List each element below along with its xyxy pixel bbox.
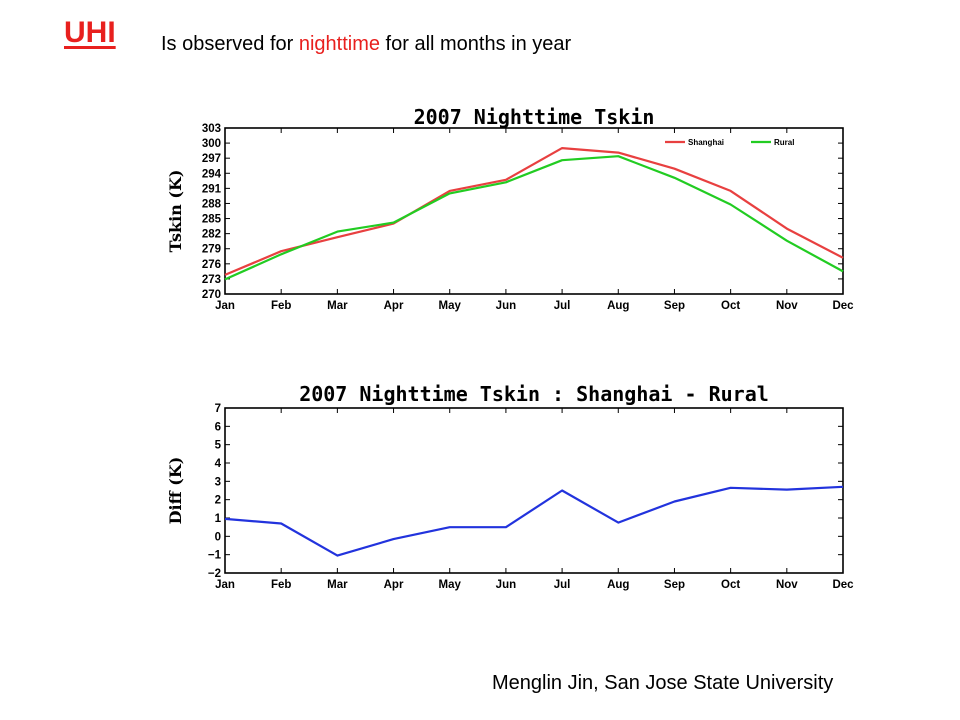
y-tick-label: 4 bbox=[215, 458, 222, 470]
x-tick-label: Jul bbox=[554, 579, 571, 591]
x-tick-label: Feb bbox=[271, 579, 291, 591]
series-line-diff bbox=[224, 485, 844, 557]
y-tick-label: 3 bbox=[215, 476, 221, 488]
y-tick-label: 0 bbox=[215, 531, 221, 543]
series-line-shanghai bbox=[224, 147, 844, 276]
y-tick-label: 285 bbox=[202, 214, 222, 226]
x-tick-label: Sep bbox=[664, 300, 685, 312]
x-tick-label: Apr bbox=[384, 579, 404, 591]
x-tick-label: Aug bbox=[607, 579, 629, 591]
y-tick-label: 300 bbox=[202, 138, 221, 150]
x-tick-label: Jan bbox=[215, 579, 235, 591]
x-tick-label: Jul bbox=[554, 300, 571, 312]
y-tick-label: 294 bbox=[202, 168, 222, 180]
subtitle-suffix: for all months in year bbox=[380, 33, 572, 55]
plot-frame bbox=[224, 407, 844, 574]
x-tick-label: Jun bbox=[496, 579, 516, 591]
subtitle-highlight: nighttime bbox=[298, 33, 380, 55]
y-tick-label: 291 bbox=[202, 183, 222, 195]
x-tick-label: Nov bbox=[776, 579, 798, 591]
x-tick-label: Oct bbox=[721, 300, 740, 312]
plot-frame bbox=[224, 127, 844, 295]
x-tick-label: May bbox=[439, 300, 462, 312]
y-axis-label: Diff (K) bbox=[166, 457, 185, 525]
y-tick-label: 270 bbox=[202, 289, 221, 301]
author-credit: Menglin Jin, San Jose State University bbox=[492, 672, 834, 694]
slide-subtitle: Is observed for nighttime for all months… bbox=[161, 33, 571, 56]
chart-title: 2007 Nighttime Tskin : Shanghai - Rural bbox=[299, 382, 769, 406]
chart-title: 2007 Nighttime Tskin bbox=[414, 105, 655, 129]
y-axis-label: Tskin (K) bbox=[166, 170, 185, 253]
y-tick-label: 1 bbox=[215, 513, 222, 525]
y-tick-label: 279 bbox=[202, 244, 221, 256]
x-tick-label: Jan bbox=[215, 300, 235, 312]
y-tick-label: 5 bbox=[215, 440, 222, 452]
y-tick-label: 6 bbox=[215, 421, 221, 433]
x-tick-label: Apr bbox=[384, 300, 404, 312]
x-tick-label: Aug bbox=[607, 300, 629, 312]
series-line-rural bbox=[224, 155, 844, 281]
y-tick-label: 273 bbox=[202, 274, 221, 286]
x-tick-label: Nov bbox=[776, 300, 798, 312]
y-tick-label: 303 bbox=[202, 123, 221, 135]
y-tick-label: 297 bbox=[202, 153, 221, 165]
chart-nighttime-diff: 2007 Nighttime Tskin : Shanghai - Rural −… bbox=[166, 382, 854, 591]
y-tick-label: 2 bbox=[215, 495, 221, 507]
chart-nighttime-tskin: 2007 Nighttime Tskin 270 273 276 279 282 285 28… bbox=[166, 105, 854, 312]
x-tick-label: Jun bbox=[496, 300, 516, 312]
x-tick-label: Mar bbox=[327, 579, 348, 591]
slide-title: UHI bbox=[64, 16, 116, 49]
y-tick-label: 282 bbox=[202, 229, 221, 241]
x-tick-label: Sep bbox=[664, 579, 685, 591]
y-tick-label: 288 bbox=[202, 198, 222, 210]
subtitle-prefix: Is observed for bbox=[161, 33, 299, 55]
legend-label-shanghai: Shanghai bbox=[688, 138, 724, 147]
x-tick-label: Dec bbox=[832, 579, 854, 591]
y-tick-label: −1 bbox=[208, 550, 222, 562]
y-tick-label: 276 bbox=[202, 259, 221, 271]
x-tick-label: Dec bbox=[832, 300, 854, 312]
x-tick-label: Oct bbox=[721, 579, 740, 591]
x-tick-label: Mar bbox=[327, 300, 348, 312]
y-tick-label: −2 bbox=[208, 568, 221, 580]
x-tick-label: May bbox=[439, 579, 462, 591]
x-tick-label: Feb bbox=[271, 300, 291, 312]
legend-label-rural: Rural bbox=[774, 138, 794, 147]
y-tick-label: 7 bbox=[215, 403, 221, 415]
